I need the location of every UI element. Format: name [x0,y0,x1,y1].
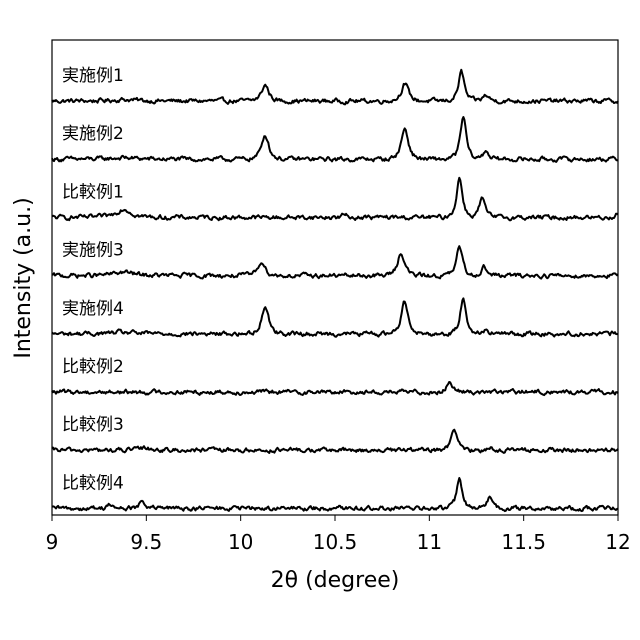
y-axis-title: Intensity (a.u.) [11,197,36,358]
trace-1 [52,70,618,105]
series-label-4: 実施例3 [62,241,124,261]
x-tick-label: 11 [417,530,442,554]
trace-6 [52,382,618,395]
trace-2 [52,117,618,162]
trace-7 [52,430,618,453]
series-label-3: 比較例1 [62,182,124,202]
x-axis-ticks: 9 9.5 10 10.5 11 11.5 12 [46,515,631,554]
x-tick-label: 12 [605,530,630,554]
series-label-8: 比較例4 [62,473,124,493]
series-label-1: 実施例1 [62,66,124,86]
trace-5 [52,298,618,336]
series-label-2: 実施例2 [62,124,124,144]
series-label-6: 比較例2 [62,357,124,377]
x-tick-label: 11.5 [501,530,546,554]
trace-4 [52,246,618,278]
trace-3 [52,178,618,221]
traces-group [52,70,618,511]
series-labels-group: 実施例1 実施例2 比較例1 実施例3 実施例4 比較例2 比較例3 比較例4 [62,66,124,493]
trace-8 [52,478,618,511]
x-tick-label: 9.5 [130,530,162,554]
series-label-5: 実施例4 [62,299,124,319]
x-axis-title: 2θ (degree) [271,568,400,593]
x-tick-label: 10 [228,530,253,554]
x-tick-label: 10.5 [313,530,358,554]
plot-frame [52,40,618,515]
series-label-7: 比較例3 [62,415,124,435]
x-tick-label: 9 [46,530,59,554]
